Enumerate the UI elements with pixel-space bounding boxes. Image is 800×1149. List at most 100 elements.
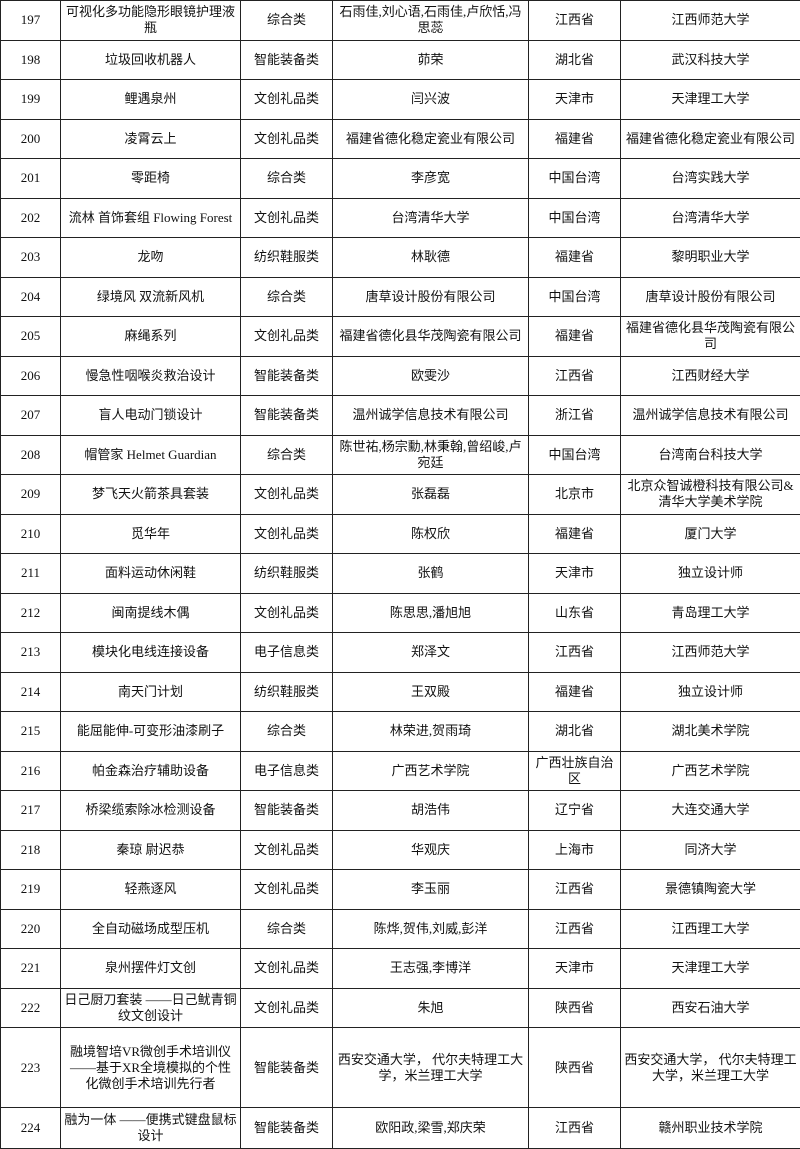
organization: 台湾实践大学 <box>621 159 800 199</box>
row-number: 202 <box>1 198 61 238</box>
region: 天津市 <box>529 80 621 120</box>
category: 纺织鞋服类 <box>241 238 333 278</box>
row-number: 217 <box>1 791 61 831</box>
organization: 独立设计师 <box>621 672 800 712</box>
region: 湖北省 <box>529 712 621 752</box>
organization: 天津理工大学 <box>621 80 800 120</box>
work-title: 帕金森治疗辅助设备 <box>61 751 241 791</box>
region: 江西省 <box>529 356 621 396</box>
work-title: 梦飞天火箭茶具套装 <box>61 475 241 515</box>
region: 广西壮族自治区 <box>529 751 621 791</box>
work-title: 面料运动休闲鞋 <box>61 554 241 594</box>
category: 文创礼品类 <box>241 514 333 554</box>
organization: 青岛理工大学 <box>621 593 800 633</box>
designer: 林耿德 <box>333 238 529 278</box>
category: 综合类 <box>241 712 333 752</box>
designer: 台湾清华大学 <box>333 198 529 238</box>
category: 文创礼品类 <box>241 198 333 238</box>
row-number: 199 <box>1 80 61 120</box>
category: 智能装备类 <box>241 40 333 80</box>
work-title: 能屈能伸-可变形油漆刷子 <box>61 712 241 752</box>
row-number: 206 <box>1 356 61 396</box>
designer: 广西艺术学院 <box>333 751 529 791</box>
organization: 广西艺术学院 <box>621 751 800 791</box>
organization: 唐草设计股份有限公司 <box>621 277 800 317</box>
organization: 台湾清华大学 <box>621 198 800 238</box>
row-number: 203 <box>1 238 61 278</box>
designer: 王双殿 <box>333 672 529 712</box>
organization: 西安交通大学， 代尔夫特理工大学，米兰理工大学 <box>621 1028 800 1108</box>
category: 综合类 <box>241 1 333 41</box>
category: 智能装备类 <box>241 356 333 396</box>
row-number: 224 <box>1 1108 61 1149</box>
designer: 朱旭 <box>333 988 529 1028</box>
region: 福建省 <box>529 672 621 712</box>
work-title: 鲤遇泉州 <box>61 80 241 120</box>
region: 福建省 <box>529 317 621 357</box>
region: 福建省 <box>529 514 621 554</box>
category: 文创礼品类 <box>241 830 333 870</box>
row-number: 212 <box>1 593 61 633</box>
row-number: 219 <box>1 870 61 910</box>
designer: 西安交通大学， 代尔夫特理工大学，米兰理工大学 <box>333 1028 529 1108</box>
work-title: 流林 首饰套组 Flowing Forest <box>61 198 241 238</box>
row-number: 200 <box>1 119 61 159</box>
designer: 郑泽文 <box>333 633 529 673</box>
organization: 江西师范大学 <box>621 633 800 673</box>
organization: 同济大学 <box>621 830 800 870</box>
work-title: 全自动磁场成型压机 <box>61 909 241 949</box>
category: 智能装备类 <box>241 396 333 436</box>
work-title: 零距椅 <box>61 159 241 199</box>
work-title: 盲人电动门锁设计 <box>61 396 241 436</box>
region: 陕西省 <box>529 1028 621 1108</box>
organization: 台湾南台科技大学 <box>621 435 800 475</box>
region: 江西省 <box>529 870 621 910</box>
organization: 温州诚学信息技术有限公司 <box>621 396 800 436</box>
category: 文创礼品类 <box>241 870 333 910</box>
work-title: 泉州摆件灯文创 <box>61 949 241 989</box>
region: 江西省 <box>529 633 621 673</box>
work-title: 绿境风 双流新风机 <box>61 277 241 317</box>
organization: 大连交通大学 <box>621 791 800 831</box>
region: 中国台湾 <box>529 435 621 475</box>
region: 江西省 <box>529 909 621 949</box>
designer: 陈世祐,杨宗勳,林秉翰,曾绍峻,卢宛廷 <box>333 435 529 475</box>
work-title: 秦琼 尉迟恭 <box>61 830 241 870</box>
work-title: 可视化多功能隐形眼镜护理液瓶 <box>61 1 241 41</box>
category: 文创礼品类 <box>241 119 333 159</box>
region: 天津市 <box>529 554 621 594</box>
row-number: 213 <box>1 633 61 673</box>
work-title: 慢急性咽喉炎救治设计 <box>61 356 241 396</box>
designer: 王志强,李博洋 <box>333 949 529 989</box>
row-number: 201 <box>1 159 61 199</box>
row-number: 207 <box>1 396 61 436</box>
region: 上海市 <box>529 830 621 870</box>
designer: 张鹤 <box>333 554 529 594</box>
row-number: 209 <box>1 475 61 515</box>
row-number: 210 <box>1 514 61 554</box>
designer: 陈思思,潘旭旭 <box>333 593 529 633</box>
category: 电子信息类 <box>241 633 333 673</box>
organization: 福建省德化稳定瓷业有限公司 <box>621 119 800 159</box>
organization: 福建省德化县华茂陶瓷有限公司 <box>621 317 800 357</box>
designer: 张磊磊 <box>333 475 529 515</box>
row-number: 198 <box>1 40 61 80</box>
row-number: 208 <box>1 435 61 475</box>
organization: 武汉科技大学 <box>621 40 800 80</box>
